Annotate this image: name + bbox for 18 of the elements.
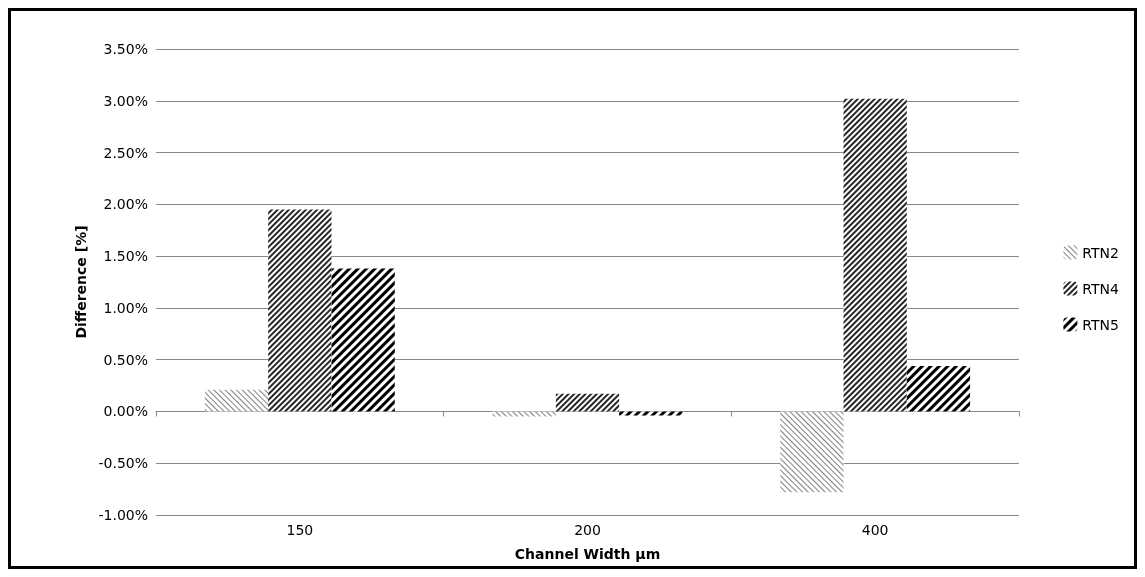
y-tick-label: 2.00% [103, 196, 148, 213]
y-tick-label: 0.00% [103, 403, 148, 420]
y-tick-label: -0.50% [98, 455, 148, 472]
y-tick-label: 2.50% [103, 144, 148, 161]
y-tick-label: 3.00% [103, 92, 148, 109]
x-tick-label: 200 [574, 522, 601, 538]
y-tick-label: -1.00% [98, 507, 148, 523]
x-tick-label: 150 [286, 522, 314, 538]
y-tick-label: 1.00% [103, 299, 148, 316]
y-tick-label: 3.50% [103, 41, 148, 57]
legend-label: RTN4 [1082, 280, 1120, 297]
y-tick-label: 1.50% [103, 248, 148, 265]
y-axis-title: Difference [%] [72, 225, 89, 339]
x-axis-title: Channel Width µm [514, 546, 661, 562]
legend-label: RTN5 [1082, 316, 1119, 333]
legend-label: RTN2 [1082, 244, 1119, 261]
x-tick-label: 400 [861, 522, 889, 538]
y-tick-label: 0.50% [103, 351, 148, 368]
